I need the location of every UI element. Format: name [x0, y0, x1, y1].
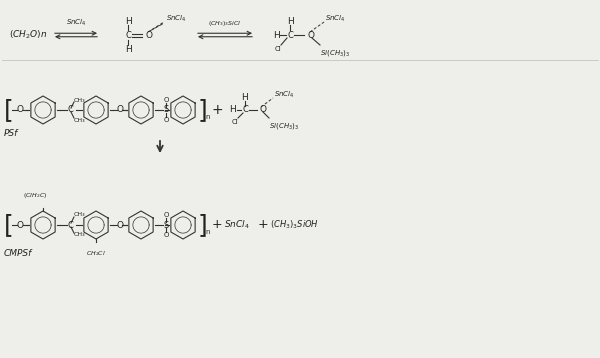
Text: H: H	[242, 92, 248, 102]
Text: O: O	[308, 30, 315, 39]
Text: $CH_2Cl$: $CH_2Cl$	[86, 249, 106, 258]
Text: $Si(CH_3)_3$: $Si(CH_3)_3$	[320, 48, 350, 58]
Text: S: S	[163, 221, 169, 229]
Text: CH₃: CH₃	[74, 97, 86, 102]
Text: $(CH_2O)n$: $(CH_2O)n$	[9, 29, 47, 41]
Text: n: n	[205, 114, 209, 120]
Text: CMPSf: CMPSf	[4, 248, 32, 257]
Text: $(CH_3)_3SiOH$: $(CH_3)_3SiOH$	[271, 219, 320, 231]
Text: C: C	[125, 30, 131, 39]
Text: $SnCl_4$: $SnCl_4$	[274, 90, 295, 100]
Text: C: C	[287, 30, 293, 39]
Text: $SnCl_4$: $SnCl_4$	[166, 14, 187, 24]
Text: $Si(CH_3)_3$: $Si(CH_3)_3$	[269, 121, 299, 131]
Text: PSf: PSf	[4, 130, 18, 139]
Text: ]: ]	[198, 98, 208, 122]
Text: +: +	[212, 218, 223, 232]
Text: n: n	[205, 229, 209, 235]
Text: O: O	[17, 221, 23, 229]
Text: [: [	[4, 98, 14, 122]
Text: $SnCl_4$: $SnCl_4$	[224, 219, 250, 231]
Text: H: H	[272, 30, 280, 39]
Text: +: +	[257, 218, 268, 232]
Text: O: O	[116, 221, 124, 229]
Text: O: O	[163, 97, 169, 103]
Text: H: H	[287, 16, 293, 25]
Text: $SnCl_4$: $SnCl_4$	[66, 18, 86, 28]
Text: O: O	[260, 106, 267, 115]
Text: O: O	[163, 212, 169, 218]
Text: H: H	[230, 106, 236, 115]
Text: +: +	[211, 103, 223, 117]
Text: Cl: Cl	[232, 119, 238, 125]
Text: O: O	[163, 117, 169, 123]
Text: O: O	[146, 30, 153, 39]
Text: $SnCl_4$: $SnCl_4$	[325, 14, 346, 24]
Text: S: S	[163, 106, 169, 115]
Text: C: C	[67, 221, 73, 229]
Text: CH₃: CH₃	[74, 213, 86, 218]
Text: C: C	[242, 106, 248, 115]
Text: $(CH_3)_3SiCl$: $(CH_3)_3SiCl$	[208, 19, 242, 28]
Text: [: [	[4, 213, 14, 237]
Text: O: O	[17, 106, 23, 115]
Text: O: O	[163, 232, 169, 238]
Text: ]: ]	[198, 213, 208, 237]
Text: H: H	[125, 44, 131, 53]
Text: C: C	[67, 106, 73, 115]
Text: CH₃: CH₃	[74, 232, 86, 237]
Text: CH₃: CH₃	[74, 117, 86, 122]
Text: Cl: Cl	[275, 46, 281, 52]
Text: H: H	[125, 16, 131, 25]
Text: O: O	[116, 106, 124, 115]
Text: $(ClH_2C)$: $(ClH_2C)$	[23, 190, 47, 199]
